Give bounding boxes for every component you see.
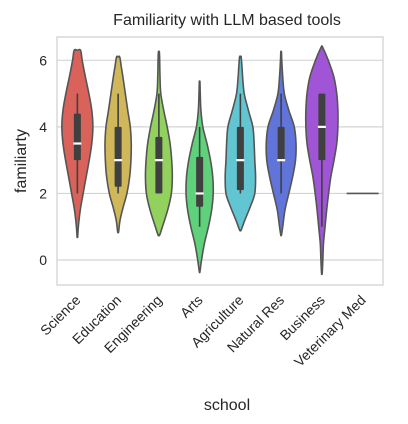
x-axis-label: school: [204, 397, 250, 414]
violin-arts: [185, 80, 215, 274]
violin-science: [61, 48, 94, 239]
plot-frame: [56, 36, 384, 286]
violins: [61, 45, 379, 276]
violin-agriculture: [224, 55, 257, 232]
y-tick-label: 6: [39, 52, 47, 68]
violin-iqr-box: [236, 126, 244, 191]
y-tick-label: 2: [39, 185, 47, 201]
violin-iqr-box: [196, 156, 204, 207]
x-tick-label: Veterinary Med: [291, 292, 369, 370]
y-tick-labels: 0 2 4 6: [39, 52, 47, 268]
violin-iqr-box: [155, 136, 163, 194]
violin-iqr-box: [277, 126, 285, 161]
y-tick-label: 4: [39, 119, 47, 135]
violin-business: [304, 45, 339, 276]
x-tick-label: Arts: [177, 292, 206, 321]
y-axis-label: familiarty: [13, 129, 30, 193]
y-tick-label: 0: [39, 252, 47, 268]
violin-iqr-box: [73, 113, 81, 161]
violin-iqr-box: [114, 126, 122, 187]
violin-engineering: [144, 50, 174, 237]
violin-natural-res: [265, 50, 297, 237]
chart-title: Familiarity with LLM based tools: [113, 12, 341, 29]
violin-education: [104, 55, 133, 234]
